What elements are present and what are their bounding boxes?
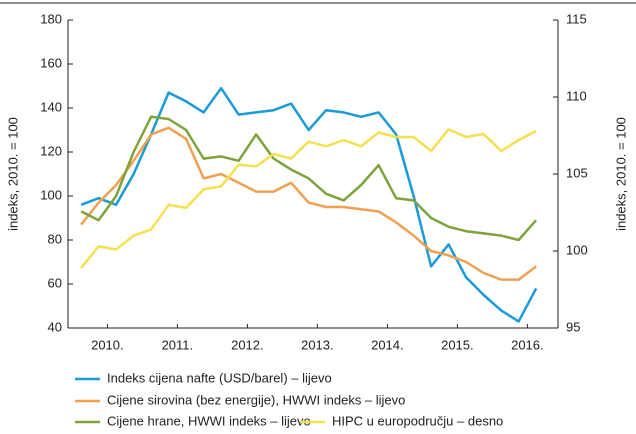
- x-tick-label: 2013.: [301, 337, 334, 352]
- y-tick-label: 40: [48, 319, 62, 334]
- x-tick-label: 2011.: [162, 337, 194, 352]
- y2-tick-label: 100: [566, 242, 588, 257]
- x-tick-label: 2014.: [371, 337, 404, 352]
- series-line: [80, 128, 537, 269]
- y2-tick-label: 115: [566, 11, 587, 26]
- x-tick-label: 2012.: [231, 337, 264, 352]
- x-tick-label: 2016.: [511, 337, 544, 352]
- legend-label: Cijene hrane, HWWI indeks – lijevo: [107, 413, 311, 428]
- series-line: [80, 115, 538, 242]
- legend-label: HIPC u europodručju – desno: [332, 413, 503, 428]
- y-tick-label: 100: [40, 187, 62, 202]
- legend-label: Indeks cijena nafte (USD/barel) – lijevo: [107, 370, 332, 385]
- y-tick-label: 140: [40, 99, 62, 114]
- x-tick-label: 2015.: [441, 337, 474, 352]
- y-tick-label: 80: [48, 231, 62, 246]
- series-line: [80, 126, 537, 281]
- y2-tick-label: 95: [566, 319, 580, 334]
- y-tick-label: 60: [48, 275, 62, 290]
- y2-axis-label: indeks, 2010. = 100: [613, 117, 628, 231]
- y-tick-label: 180: [40, 11, 62, 26]
- y2-tick-label: 105: [566, 165, 588, 180]
- y-axis-label: indeks, 2010. = 100: [5, 117, 20, 231]
- legend-label: Cijene sirovina (bez energije), HWWI ind…: [107, 392, 405, 407]
- x-tick-label: 2010.: [91, 337, 124, 352]
- y2-tick-label: 110: [566, 88, 587, 103]
- y-tick-label: 120: [40, 143, 62, 158]
- y-tick-label: 160: [40, 55, 62, 70]
- series-line: [80, 86, 538, 323]
